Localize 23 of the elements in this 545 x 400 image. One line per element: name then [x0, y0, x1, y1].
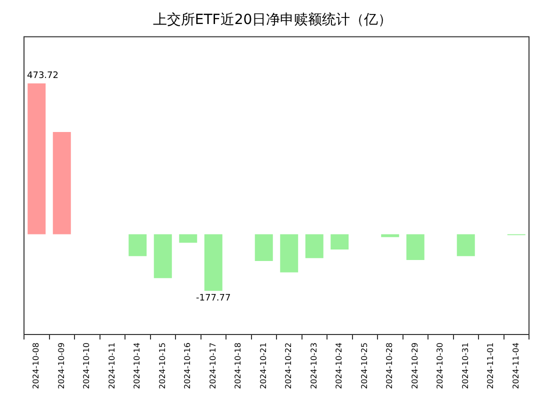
x-tick-label: 2024-10-09: [56, 342, 66, 390]
x-tick-label: 2024-10-25: [360, 342, 369, 390]
x-tick-label: 2024-10-15: [158, 342, 167, 390]
x-tick-label: 2024-10-17: [208, 342, 218, 390]
data-label: 473.72: [26, 71, 58, 82]
x-tick-label: 2024-10-14: [132, 342, 142, 390]
x-tick-label: 2024-10-30: [436, 342, 445, 390]
x-tick-label: 2024-11-04: [511, 342, 520, 390]
x-tick-label: 2024-10-11: [107, 342, 116, 390]
data-label: -177.77: [196, 294, 231, 304]
x-tick-label: 2024-10-08: [32, 342, 41, 390]
x-tick-label: 2024-10-21: [258, 342, 268, 390]
x-tick-label: 2024-10-16: [183, 342, 192, 390]
x-tick-label: 2024-10-28: [385, 342, 394, 390]
x-tick-label: 2024-10-31: [460, 342, 470, 390]
chart-title: 上交所ETF近20日净申赎额统计（亿）: [152, 12, 392, 28]
x-tick-label: 2024-10-10: [82, 342, 92, 390]
x-tick-label: 2024-10-29: [410, 342, 420, 390]
x-tick-label: 2024-11-01: [486, 342, 496, 390]
x-tick-label: 2024-10-22: [284, 342, 294, 390]
x-tick-label: 2024-10-23: [309, 342, 318, 390]
x-tick-label: 2024-10-24: [334, 342, 344, 390]
x-tick-label: 2024-10-18: [234, 342, 243, 390]
